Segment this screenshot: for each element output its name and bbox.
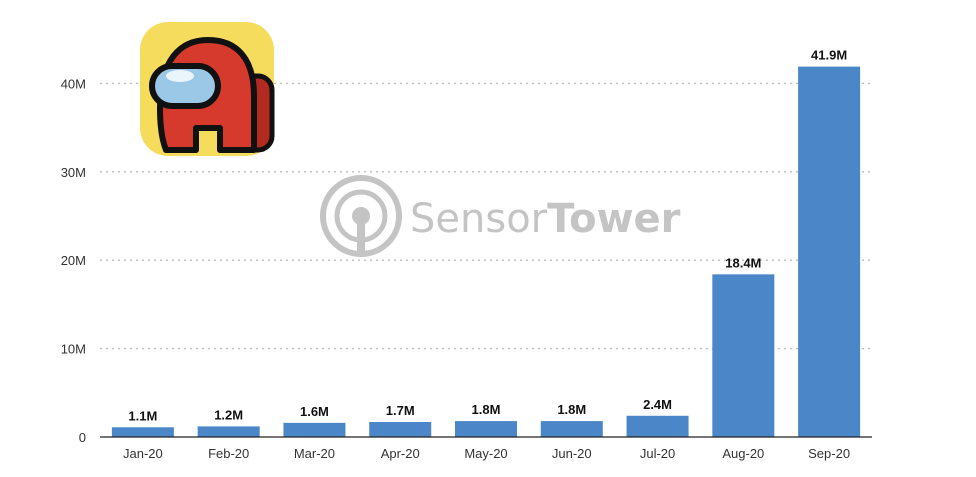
data-label: 41.9M: [811, 48, 847, 63]
data-label: 18.4M: [725, 255, 761, 270]
bar-mar-20: [283, 422, 346, 437]
bar-apr-20: [369, 421, 432, 437]
y-axis-ticks: 0 10M 20M 30M 40M 50M: [61, 0, 86, 445]
sensor-tower-logo-icon: [320, 175, 402, 257]
data-label: 1.6M: [300, 404, 329, 419]
sensor-tower-watermark: SensorTower: [320, 175, 681, 257]
data-label: 1.2M: [214, 407, 243, 422]
x-tick-label: Mar-20: [294, 446, 335, 461]
bars: [111, 66, 861, 437]
data-label: 2.4M: [643, 397, 672, 412]
x-tick-label: May-20: [464, 446, 507, 461]
x-tick-label: Jan-20: [123, 446, 163, 461]
y-tick-label: 0: [79, 430, 86, 445]
data-label: 1.8M: [557, 402, 586, 417]
bar-jun-20: [540, 421, 603, 437]
y-tick-label: 40M: [61, 76, 86, 91]
y-tick-label: 20M: [61, 253, 86, 268]
watermark-text: SensorTower: [410, 196, 681, 242]
x-tick-label: Aug-20: [722, 446, 764, 461]
bar-jul-20: [626, 415, 689, 437]
x-tick-label: Feb-20: [208, 446, 249, 461]
y-tick-label: 30M: [61, 165, 86, 180]
bar-feb-20: [197, 426, 260, 437]
data-label: 1.8M: [472, 402, 501, 417]
x-tick-label: Sep-20: [808, 446, 850, 461]
data-label: 1.7M: [386, 403, 415, 418]
x-tick-label: Jul-20: [640, 446, 675, 461]
bar-sep-20: [798, 66, 861, 437]
y-tick-label: 50M: [61, 0, 86, 3]
among-us-crewmate-icon: [140, 22, 275, 156]
bar-aug-20: [712, 274, 775, 437]
bar-may-20: [455, 421, 517, 437]
x-axis-ticks: Jan-20 Feb-20 Mar-20 Apr-20 May-20 Jun-20 Jul-…: [123, 446, 850, 461]
x-tick-label: Apr-20: [381, 446, 420, 461]
data-labels: 1.1M 1.2M 1.6M 1.7M 1.8M 1.8M 2.4M 18.4M 41.9M: [128, 48, 847, 424]
bar-jan-20: [111, 427, 174, 437]
y-tick-label: 10M: [61, 342, 86, 357]
x-tick-label: Jun-20: [552, 446, 592, 461]
data-label: 1.1M: [128, 408, 157, 423]
